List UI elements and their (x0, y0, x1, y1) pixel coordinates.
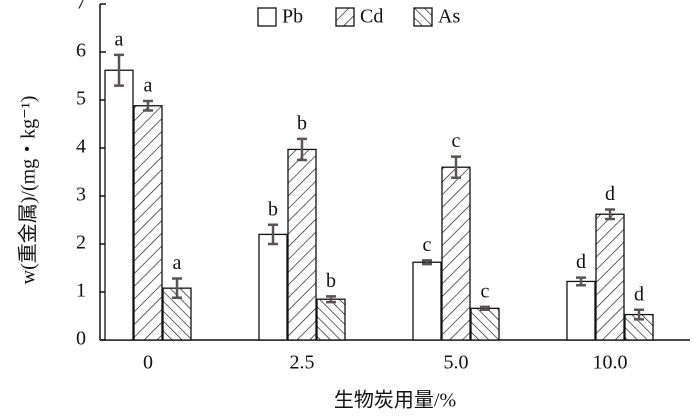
error-bar (422, 259, 432, 266)
bar (470, 307, 500, 341)
error-bar (576, 276, 586, 287)
error-bar (172, 277, 182, 300)
bar (595, 213, 625, 341)
x-tick-label: 0 (143, 352, 153, 374)
x-tick-label: 10.0 (593, 352, 628, 374)
bar (104, 69, 134, 341)
significance-letter: c (452, 130, 461, 152)
bar (287, 148, 317, 341)
y-tick-label: 1 (76, 280, 86, 302)
error-bar (480, 305, 490, 312)
y-tick-label: 3 (76, 184, 86, 206)
error-bar (634, 308, 644, 321)
error-bar (143, 99, 153, 112)
error-bar (451, 155, 461, 180)
legend-swatch (413, 7, 433, 27)
y-tick-label: 6 (76, 40, 86, 62)
legend-label: Pb (282, 6, 303, 28)
bar (412, 261, 442, 341)
y-tick-label: 4 (76, 136, 86, 158)
significance-letter: a (115, 28, 124, 50)
significance-letter: a (144, 75, 153, 97)
error-bar (114, 53, 124, 87)
y-tick-label: 5 (76, 88, 86, 110)
bar (566, 280, 596, 341)
bar (441, 166, 471, 341)
legend-label: As (438, 6, 460, 28)
significance-letter: b (326, 270, 336, 292)
error-bar (326, 295, 336, 304)
significance-letter: a (173, 252, 182, 274)
significance-letter: d (605, 183, 615, 205)
bar (316, 298, 346, 341)
bar (133, 105, 163, 341)
significance-letter: d (634, 283, 644, 305)
significance-letter: b (297, 112, 307, 134)
y-tick-label: 7 (76, 0, 86, 14)
x-axis-label: 生物炭用量/% (334, 389, 456, 412)
y-axis-label: w(重金属)/(mg・kg⁻¹) (17, 96, 40, 285)
x-tick-label: 2.5 (290, 352, 315, 374)
x-tick-label: 5.0 (444, 352, 469, 374)
legend-label: Cd (360, 6, 383, 28)
error-bar (605, 208, 615, 221)
error-bar (297, 137, 307, 162)
bar (258, 233, 288, 341)
legend-swatch (335, 7, 355, 27)
significance-letter: b (268, 198, 278, 220)
y-tick-label: 0 (76, 328, 86, 350)
significance-letter: c (423, 234, 432, 256)
error-bar (268, 223, 278, 246)
y-tick-label: 2 (76, 232, 86, 254)
significance-letter: c (481, 280, 490, 302)
significance-letter: d (576, 251, 586, 273)
legend-swatch (257, 7, 277, 27)
